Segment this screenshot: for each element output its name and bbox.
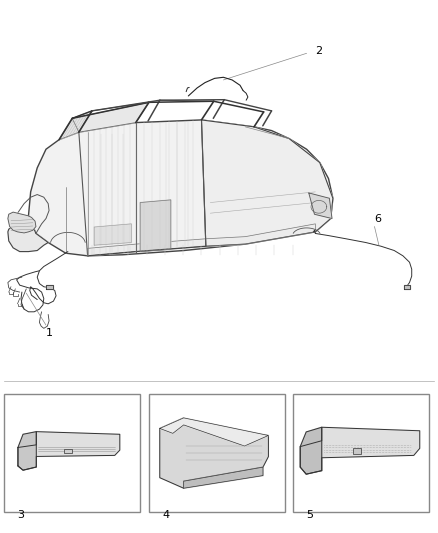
Polygon shape: [94, 224, 131, 245]
Text: 3: 3: [18, 510, 25, 520]
Polygon shape: [404, 285, 410, 289]
Text: 4: 4: [162, 510, 169, 520]
Text: 6: 6: [374, 214, 381, 224]
Polygon shape: [140, 200, 171, 252]
Polygon shape: [88, 224, 315, 256]
Polygon shape: [309, 193, 332, 219]
Bar: [149, 394, 285, 512]
Polygon shape: [201, 120, 333, 246]
Polygon shape: [8, 216, 48, 252]
Polygon shape: [59, 111, 92, 140]
Polygon shape: [184, 467, 263, 488]
Bar: [353, 448, 361, 454]
Bar: [64, 449, 72, 453]
Text: 5: 5: [307, 510, 314, 520]
Polygon shape: [300, 427, 420, 474]
Polygon shape: [160, 418, 268, 446]
Polygon shape: [46, 285, 53, 289]
Text: 2: 2: [315, 46, 322, 55]
Bar: [4, 394, 140, 512]
Text: 1: 1: [46, 328, 53, 338]
Polygon shape: [8, 212, 36, 233]
Polygon shape: [18, 432, 120, 470]
Polygon shape: [72, 102, 149, 132]
Polygon shape: [28, 120, 333, 256]
Polygon shape: [18, 432, 36, 470]
Bar: [293, 394, 429, 512]
Polygon shape: [300, 427, 322, 474]
Polygon shape: [160, 418, 268, 488]
